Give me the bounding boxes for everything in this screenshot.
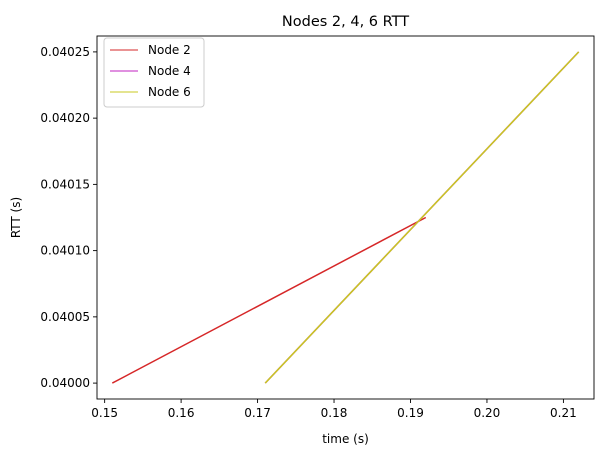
y-tick-label: 0.04025 — [40, 45, 90, 59]
y-tick-label: 0.04005 — [40, 310, 90, 324]
y-axis-label: RTT (s) — [9, 197, 23, 238]
x-axis: 0.15 0.16 0.17 0.18 0.19 0.20 0.21 — [91, 399, 577, 420]
legend-label-node-4: Node 4 — [148, 64, 191, 78]
y-axis: 0.04000 0.04005 0.04010 0.04015 0.04020 0.040… — [40, 45, 97, 390]
x-tick-label: 0.19 — [397, 406, 424, 420]
series-layer — [111, 51, 580, 384]
legend: Node 2 Node 4 Node 6 — [103, 37, 205, 108]
series-line-node-2 — [111, 216, 427, 384]
x-tick-label: 0.18 — [321, 406, 348, 420]
chart-title: Nodes 2, 4, 6 RTT — [282, 14, 409, 30]
x-tick-label: 0.20 — [474, 406, 501, 420]
legend-label-node-6: Node 6 — [148, 85, 191, 99]
legend-box — [103, 37, 205, 108]
x-tick-label: 0.16 — [168, 406, 195, 420]
x-axis-label: time (s) — [322, 432, 369, 446]
plot-border — [96, 35, 595, 400]
x-tick-label: 0.17 — [244, 406, 271, 420]
x-tick-label: 0.21 — [550, 406, 577, 420]
y-tick-label: 0.04015 — [40, 177, 90, 191]
y-tick-label: 0.04000 — [40, 376, 90, 390]
series-line-node-6 — [264, 51, 580, 384]
y-tick-label: 0.04010 — [40, 244, 90, 258]
y-tick-label: 0.04020 — [40, 111, 90, 125]
legend-label-node-2: Node 2 — [148, 43, 191, 57]
x-tick-label: 0.15 — [91, 406, 118, 420]
